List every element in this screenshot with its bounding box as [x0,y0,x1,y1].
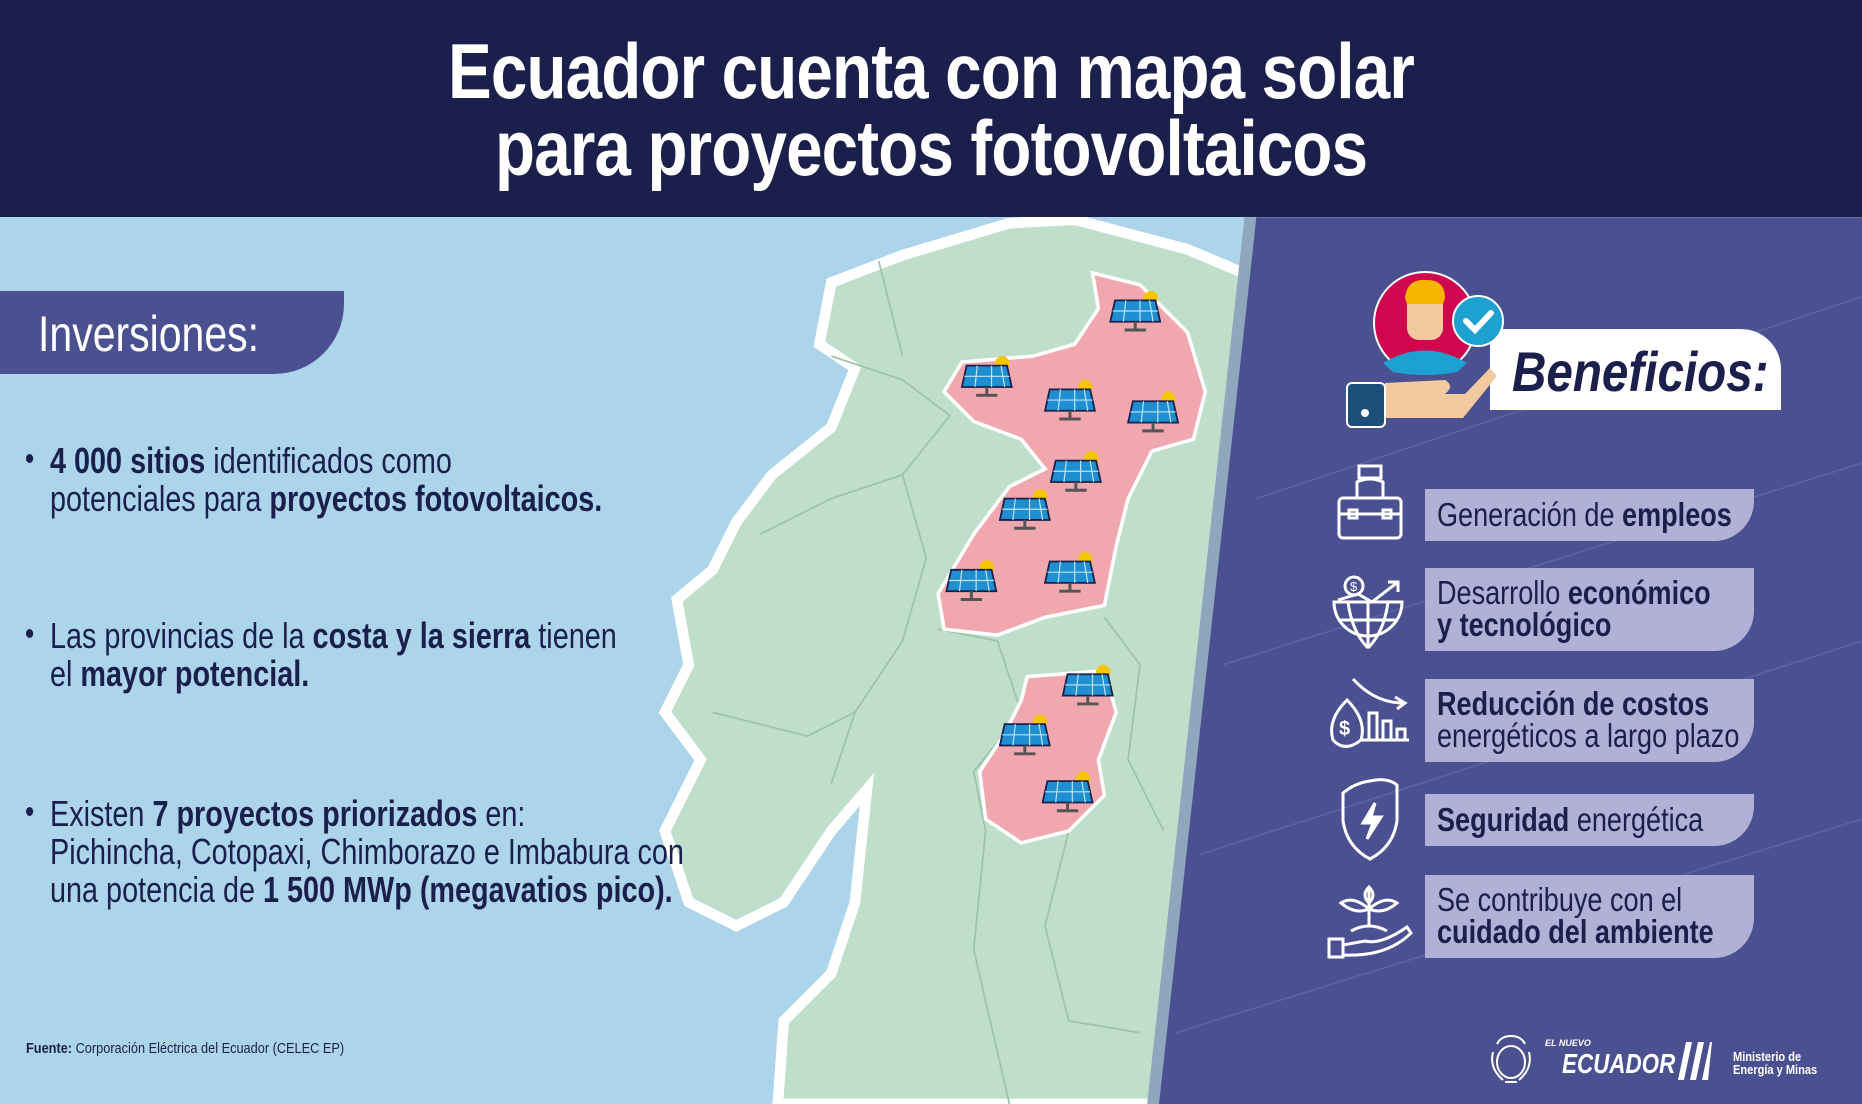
plant-hand-icon [1327,884,1413,959]
title-line-1: Ecuador cuenta con mapa solar [447,27,1415,115]
el-nuevo-ecuador-logo: ECUADOR [1562,1048,1676,1079]
solar-panel-icon [945,560,998,601]
globe-growth-icon: $ [1332,575,1404,650]
solar-panel-icon [1049,451,1102,492]
header: Ecuador cuenta con mapa solar para proye… [0,0,1862,217]
source-note: Fuente: Corporación Eléctrica del Ecuado… [26,1040,345,1057]
benefit-development: Desarrollo económico y tecnológico [1425,568,1754,651]
benefit-environment: Se contribuye con el cuidado del ambiente [1425,875,1754,958]
bullet-projects: Existen 7 proyectos priorizados en: Pich… [26,795,684,909]
solar-panel-icon [1127,391,1180,433]
benefit-energy-security: Seguridad energética [1425,794,1754,846]
solar-panel-icon [1043,379,1096,421]
solar-panel-icon [1061,664,1114,706]
solar-panel-icon [1043,552,1096,593]
svg-text:$: $ [1350,579,1358,594]
solar-panel-icon [1041,771,1094,813]
title-line-2: para proyectos fotovoltaicos [494,104,1368,192]
investments-heading: Inversiones: [0,291,344,374]
svg-text:$: $ [1339,718,1350,740]
brand-small-text: EL NUEVO [1545,1038,1591,1048]
money-bag-chart-icon: $ [1330,677,1409,748]
solar-panel-icon [998,714,1051,756]
bullet-dot [26,807,34,816]
bullet-dot [26,629,34,638]
bullet-dot [26,454,34,463]
solar-panel-icon [998,489,1051,530]
benefits-panel-edge [1147,217,1259,1104]
bullet-provinces: Las provincias de la costa y la sierra t… [26,617,617,693]
bullet-sites: 4 000 sitios identificados como potencia… [26,442,602,518]
briefcase-icon [1337,464,1403,540]
person-check-hand-icon [1346,271,1504,428]
ecuador-coat-of-arms-icon [1491,1035,1531,1083]
benefit-cost-reduction: Reducción de costos energéticos a largo p… [1425,679,1754,762]
solar-panel-icon [960,356,1013,397]
shield-bolt-icon [1341,778,1399,861]
solar-panel-icon [1109,290,1162,332]
benefit-jobs: Generación de empleos [1425,489,1754,541]
ministry-logo: Ministerio de Energía y Minas [1733,1049,1818,1077]
province-borders [712,260,1165,1104]
brand-stripes-icon [1678,1042,1712,1080]
benefits-heading: Beneficios: [1490,329,1781,410]
